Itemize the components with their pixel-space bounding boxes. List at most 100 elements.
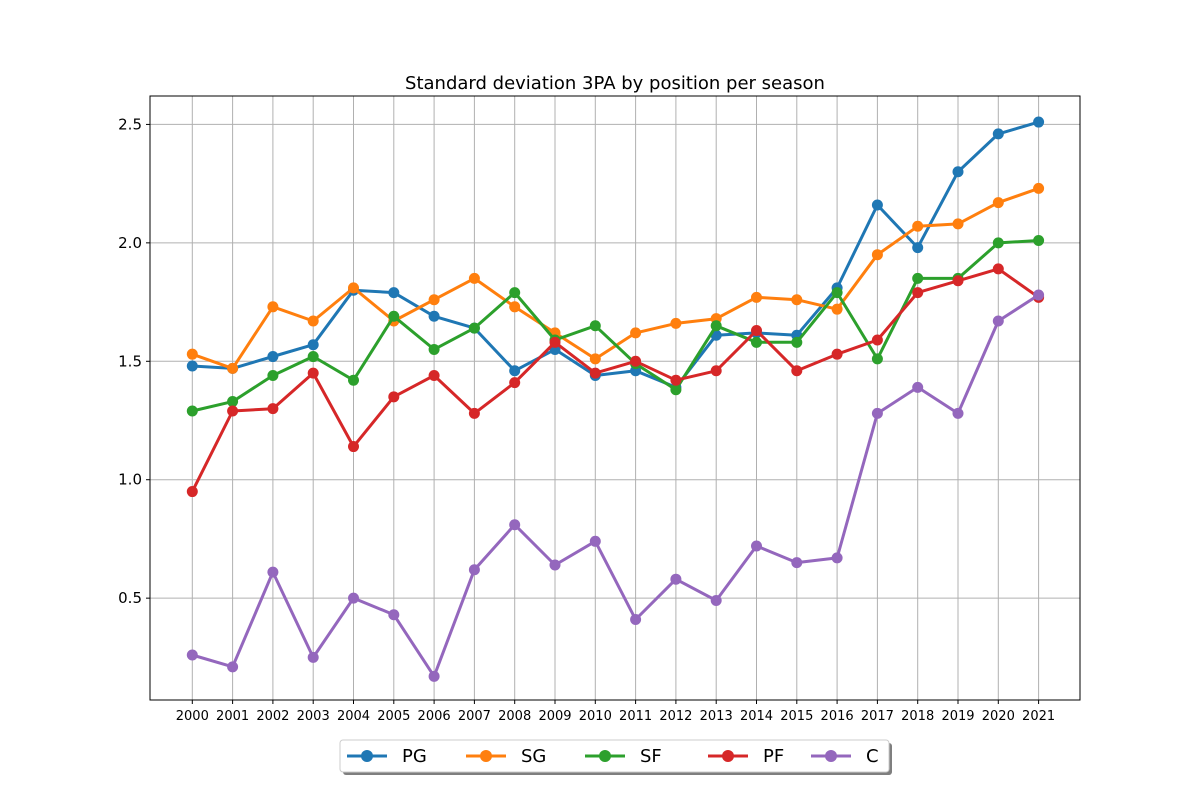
data-point [509, 519, 521, 531]
data-point [992, 315, 1004, 327]
data-point [912, 287, 924, 299]
data-point [428, 670, 440, 682]
data-point [509, 287, 521, 299]
data-point [912, 220, 924, 232]
data-point [227, 362, 239, 374]
data-point [710, 320, 722, 332]
data-point [388, 287, 400, 299]
data-point [227, 661, 239, 673]
data-point [307, 367, 319, 379]
data-point [267, 301, 279, 313]
data-point [1033, 234, 1045, 246]
y-tick-label: 2.0 [118, 234, 142, 252]
data-point [791, 336, 803, 348]
series-c [186, 289, 1045, 682]
data-point [831, 287, 843, 299]
data-point [348, 282, 359, 294]
data-point [670, 374, 682, 386]
data-point [831, 303, 843, 315]
data-point [186, 486, 198, 498]
x-tick-label: 2004 [337, 709, 370, 724]
data-point [348, 592, 359, 604]
series-line [192, 120, 1040, 389]
data-point [952, 407, 964, 419]
data-point [348, 441, 359, 453]
x-tick-label: 2012 [659, 709, 692, 724]
data-point [307, 315, 319, 327]
legend-label: SG [521, 746, 546, 767]
y-tick-label: 2.5 [118, 115, 142, 133]
data-point [549, 336, 561, 348]
x-tick-label: 2018 [901, 709, 934, 724]
plot-frame [149, 95, 1081, 701]
x-tick-label: 2009 [538, 709, 571, 724]
data-point [751, 291, 762, 303]
data-point [267, 403, 279, 415]
data-point [307, 339, 319, 351]
data-point [992, 237, 1004, 249]
legend-marker [361, 750, 373, 762]
series-line [190, 267, 1040, 493]
data-point [1033, 116, 1045, 128]
data-point [710, 365, 722, 377]
legend-entry-c: C [811, 746, 879, 767]
data-point [227, 405, 239, 417]
data-point [751, 540, 762, 552]
legend-marker [480, 750, 492, 762]
data-point [186, 360, 198, 372]
data-point [831, 348, 843, 360]
y-tick-label: 0.5 [118, 589, 142, 607]
data-point [912, 381, 924, 393]
x-tick-label: 2010 [579, 709, 612, 724]
series-pg [186, 116, 1045, 393]
x-tick-label: 2006 [418, 709, 451, 724]
data-point [831, 552, 843, 564]
legend-entry-pf: PF [708, 746, 784, 767]
data-point [186, 649, 198, 661]
series-line [191, 239, 1039, 413]
legend-label: PF [763, 746, 784, 767]
data-point [509, 377, 521, 389]
data-point [871, 199, 883, 211]
data-point [992, 197, 1004, 209]
data-point [630, 613, 642, 625]
data-point [428, 310, 440, 322]
series-sf [186, 234, 1045, 417]
series-line [191, 186, 1040, 370]
data-point [589, 367, 601, 379]
x-tick-label: 2008 [498, 709, 531, 724]
data-point [791, 365, 803, 377]
chart-title: Standard deviation 3PA by position per s… [405, 73, 825, 94]
data-point [267, 369, 279, 381]
data-point [267, 351, 279, 363]
data-point [871, 334, 883, 346]
y-tick-label: 1.5 [118, 352, 142, 370]
x-tick-label: 2002 [256, 709, 289, 724]
data-point [267, 566, 279, 578]
series-pf [186, 263, 1045, 498]
data-point [468, 564, 480, 576]
data-point [1033, 182, 1045, 194]
x-tick-label: 2015 [780, 709, 813, 724]
data-point [992, 263, 1004, 275]
legend-label: PG [402, 746, 427, 767]
data-point [428, 294, 440, 306]
legend-marker [722, 750, 734, 762]
x-tick-label: 2007 [458, 709, 491, 724]
data-point [186, 405, 198, 417]
data-point [871, 249, 883, 261]
series-group [186, 116, 1045, 682]
data-point [307, 351, 319, 363]
data-point [509, 301, 521, 313]
data-point [630, 355, 642, 367]
data-point [549, 559, 561, 571]
data-point [1033, 289, 1045, 301]
legend-marker [599, 750, 611, 762]
legend-label: C [866, 746, 879, 767]
data-point [912, 272, 924, 284]
data-point [589, 353, 601, 365]
data-point [952, 218, 964, 230]
y-tick-label: 1.0 [118, 471, 142, 489]
data-point [348, 374, 359, 386]
x-tick-label: 2021 [1022, 709, 1055, 724]
